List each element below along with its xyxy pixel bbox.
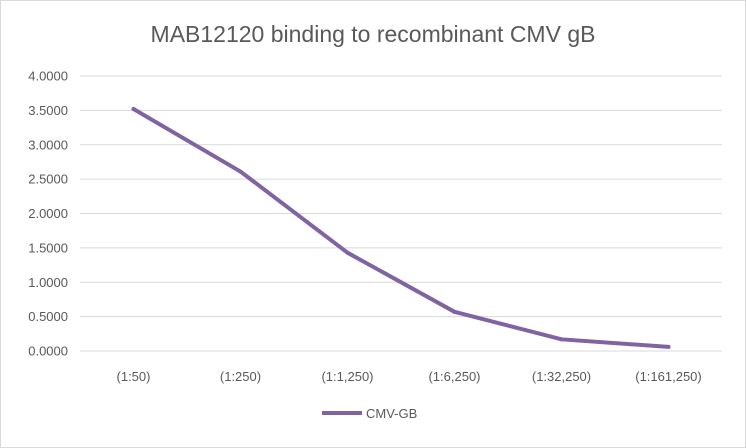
x-tick-label: (1:6,250) (428, 369, 480, 384)
y-tick-label: 2.5000 (28, 172, 68, 187)
x-tick-label: (1:50) (117, 369, 151, 384)
y-tick-label: 2.0000 (28, 206, 68, 221)
x-tick-label: (1:161,250) (635, 369, 702, 384)
x-tick-label: (1:250) (220, 369, 261, 384)
data-point (559, 337, 564, 342)
y-tick-label: 4.0000 (28, 69, 68, 84)
legend-label: CMV-GB (366, 406, 417, 421)
y-tick-label: 3.0000 (28, 137, 68, 152)
chart-title: MAB12120 binding to recombinant CMV gB (151, 21, 596, 47)
y-tick-label: 3.5000 (28, 103, 68, 118)
legend: CMV-GB (322, 406, 417, 421)
data-point (666, 344, 671, 349)
series-layer (131, 107, 671, 349)
data-point (345, 250, 350, 255)
gridlines (80, 75, 722, 352)
series-line (131, 107, 671, 349)
data-point (452, 309, 457, 314)
y-tick-label: 0.0000 (28, 344, 68, 359)
y-tick-label: 1.5000 (28, 240, 68, 255)
data-point (131, 107, 136, 111)
x-tick-label: (1:1,250) (321, 369, 373, 384)
y-axis-ticks: 0.0000 0.5000 1.0000 1.5000 2.0000 2.5000 3.00… (28, 69, 68, 359)
y-tick-label: 1.0000 (28, 275, 68, 290)
x-tick-label: (1:32,250) (532, 369, 591, 384)
data-point (238, 169, 243, 174)
x-axis-ticks: (1:50) (1:250) (1:1,250) (1:6,250) (1:32,250… (117, 369, 702, 384)
y-tick-label: 0.5000 (28, 309, 68, 324)
